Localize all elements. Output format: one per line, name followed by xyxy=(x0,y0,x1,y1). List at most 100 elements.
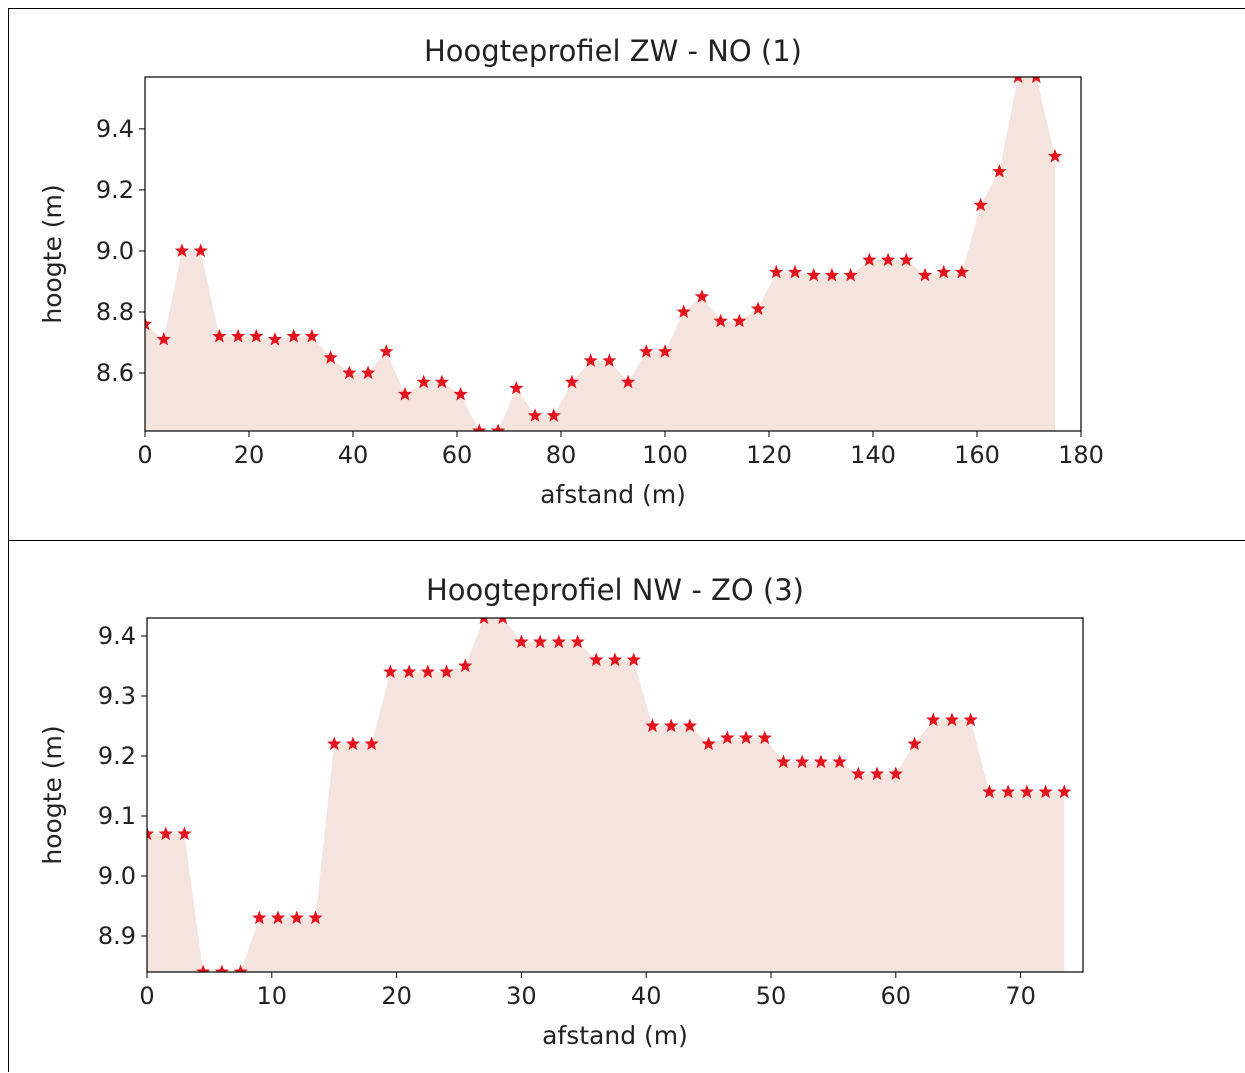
data-point-star xyxy=(434,374,450,389)
data-point-star xyxy=(862,252,877,267)
data-point-star xyxy=(327,736,342,751)
data-point-star xyxy=(694,289,710,303)
chart-panel-2: 0 10 20 30 40 50 60 70 8.9 9.0 9.1 9.2 9.3 9.4 Hoogtep… xyxy=(8,540,1245,1072)
x-tick-label: 50 xyxy=(756,982,787,1010)
data-point-star xyxy=(401,664,417,679)
data-point-star xyxy=(602,353,617,367)
y-tick-label: 9.4 xyxy=(98,622,136,650)
data-point-star xyxy=(869,766,885,781)
data-point-star xyxy=(345,736,361,751)
data-point-star xyxy=(416,374,431,389)
chart-title: Hoogteprofiel ZW - NO (1) xyxy=(424,34,802,68)
data-point-star xyxy=(1047,148,1063,163)
data-point-star xyxy=(509,380,524,395)
data-point-star xyxy=(639,344,654,358)
y-axis-label: hoogte (m) xyxy=(38,184,67,323)
data-point-star xyxy=(323,350,338,364)
y-tick-label: 9.2 xyxy=(96,176,134,204)
data-point-star xyxy=(626,652,641,667)
data-point-star xyxy=(720,730,735,745)
data-point-star xyxy=(757,730,772,745)
data-point-star xyxy=(664,718,679,733)
data-point-star xyxy=(1057,784,1072,799)
data-point-star xyxy=(657,344,673,358)
data-point-star xyxy=(270,910,286,925)
data-point-star xyxy=(899,252,914,267)
data-point-star xyxy=(233,964,248,972)
data-point-star xyxy=(532,634,548,649)
data-point-star xyxy=(147,826,155,841)
y-tick-label: 9.3 xyxy=(98,682,136,710)
data-point-star xyxy=(776,754,791,769)
data-point-star xyxy=(806,267,821,282)
data-point-star xyxy=(360,365,376,380)
data-point-star xyxy=(787,264,803,279)
data-point-star xyxy=(364,736,379,751)
data-point-star xyxy=(145,316,153,331)
data-point-star xyxy=(607,652,623,667)
data-point-star xyxy=(479,618,489,625)
data-point-star xyxy=(954,264,970,279)
x-tick-label: 100 xyxy=(642,441,688,469)
data-point-star xyxy=(1019,784,1034,799)
data-point-star xyxy=(230,328,246,343)
y-tick-label: 9.4 xyxy=(96,115,134,143)
data-point-star xyxy=(824,267,840,282)
data-point-star xyxy=(439,664,454,679)
data-point-star xyxy=(527,408,543,422)
x-tick-label: 80 xyxy=(546,441,577,469)
data-point-star xyxy=(738,730,754,745)
data-point-star xyxy=(620,374,636,389)
x-tick-label: 40 xyxy=(631,982,662,1010)
x-axis-label: afstand (m) xyxy=(542,1021,688,1050)
data-point-star xyxy=(249,328,264,343)
data-point-star xyxy=(158,826,173,841)
data-point-star xyxy=(289,910,304,925)
data-point-star xyxy=(795,754,810,769)
data-point-star xyxy=(383,664,398,679)
data-point-star xyxy=(888,766,903,781)
data-point-star xyxy=(917,267,933,282)
data-point-star xyxy=(813,754,829,769)
x-tick-label: 0 xyxy=(137,441,152,469)
data-point-star xyxy=(397,386,413,401)
data-point-star xyxy=(570,634,585,649)
x-tick-label: 0 xyxy=(139,982,154,1010)
y-tick-label: 9.1 xyxy=(98,802,136,830)
plot-frame xyxy=(146,617,1084,973)
data-point-star xyxy=(645,718,660,733)
x-axis-label: afstand (m) xyxy=(540,480,686,509)
data-point-star xyxy=(379,344,394,358)
y-tick-label: 8.9 xyxy=(98,922,136,950)
data-point-star xyxy=(546,408,561,422)
data-point-star xyxy=(472,423,487,431)
data-point-star xyxy=(193,243,208,258)
plot-frame xyxy=(144,76,1082,432)
data-point-star xyxy=(498,618,508,625)
data-point-star xyxy=(453,386,468,401)
marker-group xyxy=(147,618,1072,972)
data-point-star xyxy=(880,252,896,267)
data-point-star xyxy=(212,328,227,343)
data-point-star xyxy=(907,736,922,751)
x-tick-label: 20 xyxy=(234,441,265,469)
data-point-star xyxy=(851,766,866,781)
data-point-star xyxy=(420,664,435,679)
elevation-chart-1: 0 20 40 60 80 100 120 140 160 180 8.6 8.8 9.0 9.2 9.4 H… xyxy=(38,34,1104,509)
data-point-star xyxy=(1013,77,1023,84)
data-point-star xyxy=(843,267,858,282)
data-point-star xyxy=(177,826,192,841)
data-point-star xyxy=(944,712,960,727)
data-point-star xyxy=(676,304,691,319)
data-point-star xyxy=(156,331,171,346)
x-tick-label: 140 xyxy=(850,441,896,469)
data-point-star xyxy=(732,313,747,328)
data-point-star xyxy=(458,658,473,673)
data-point-star xyxy=(174,243,190,258)
data-point-star xyxy=(992,164,1007,178)
data-point-star xyxy=(342,365,357,380)
data-point-star xyxy=(701,736,716,751)
data-point-star xyxy=(1031,77,1041,84)
data-point-star xyxy=(304,328,320,343)
x-tick-label: 60 xyxy=(442,441,473,469)
